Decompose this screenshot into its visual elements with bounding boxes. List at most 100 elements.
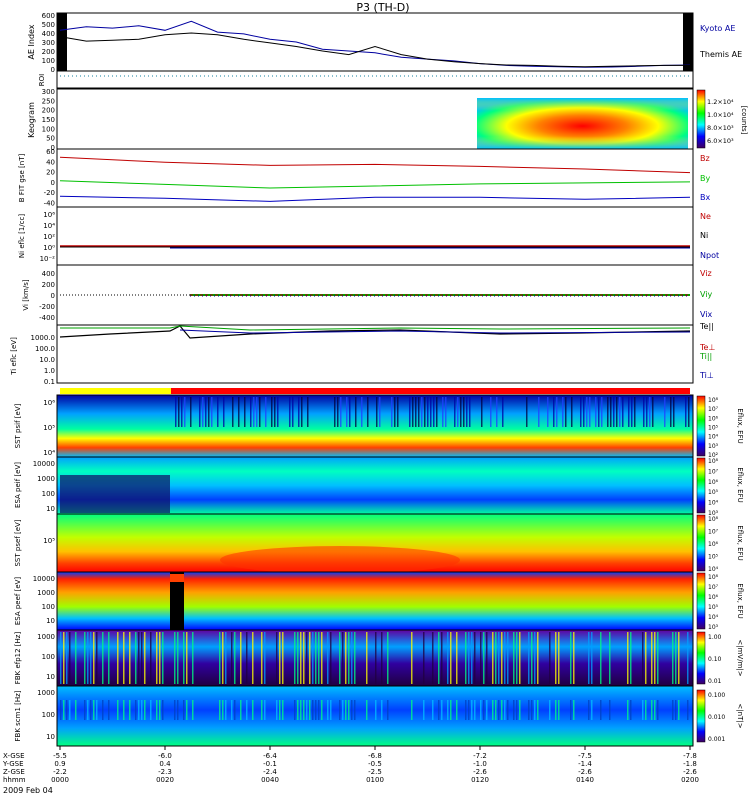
x-axis-tick-label: -0.5 [368,760,382,768]
x-axis-tick-label: -1.0 [473,760,487,768]
sst-ion-stripe [277,397,279,427]
fbk-e-stripe [297,632,299,684]
fbk-b-stripe [225,700,227,720]
temperature-panel-frame [56,324,694,384]
fbk-b-stripe [63,700,65,720]
fbk-e-stripe [135,632,137,684]
fbk-e-stripe [342,632,344,684]
fbk-e-stripe [528,632,530,684]
velocity-panel: Vi [km/s] 400 200 0 -200 -400 Viz Viy Vix [22,264,713,326]
esa-elec-cbar-label: Eflux, EFU [736,583,744,618]
fbk-e-stripe [351,632,353,684]
fbk-e-stripe [450,632,452,684]
colorbar-tick-label: 0.10 [708,656,722,663]
sst-ion-stripe [274,397,276,427]
fbk-b-stripe [75,700,77,720]
x-axis-tick-label: -2.6 [473,768,487,776]
sst-ion-stripe [613,397,615,427]
fbk-b-stripe [345,700,347,720]
keogram-ytick-label: 200 [42,107,55,115]
sst-ion-stripe [301,397,303,427]
fbk-b-stripe [381,700,383,720]
colorbar-tick-label: 10² [708,452,719,459]
sst-ion-stripe [565,397,567,427]
fbk-b-stripe [450,700,452,720]
keogram-ytick-label: 300 [42,88,55,96]
x-axis-tick-label: -7.5 [578,752,592,760]
roi-panel-frame [56,70,694,89]
fbk-e-stripe [630,632,632,684]
fbk-b-stripe [84,700,86,720]
x-axis-tick-label: 0000 [51,776,69,784]
legend-kyoto-ae: Kyoto AE [700,24,735,33]
fbk-b-stripe [342,700,344,720]
fbk-b-stripe [387,700,389,720]
fbk-b-stripe [60,700,62,720]
fbk-e-stripe [558,632,560,684]
temperature-ti-perp-line [179,329,691,334]
esa-elec-gap [170,572,184,630]
x-axis-tick-label: -6.8 [368,752,382,760]
fbk-e-stripe [219,632,221,684]
fbk-b-stripe [294,700,296,720]
legend-te-par: Te|| [699,322,714,331]
sst-ion-stripe [430,397,432,427]
sst-ion-stripe [349,397,351,427]
fbk-b-stripe [642,700,644,720]
temperature-ti-par-line [60,325,691,331]
sst-ion-stripe [253,397,255,427]
sst-ion-stripe [232,397,234,427]
fbk-e-stripe [483,632,485,684]
sst-ion-stripe [490,397,492,427]
fbk-e-stripe [549,632,551,684]
fbk-b-stripe [630,700,632,720]
fbk-e-stripe [117,632,119,684]
fbk-b-stripe [480,700,482,720]
fbk-e-stripe [492,632,494,684]
legend-npot: Npot [700,251,719,260]
fbk-b-stripe [519,700,521,720]
density-panel-frame [56,206,694,266]
ae-ytick-label: 600 [42,12,55,20]
fbk-e-stripe [294,632,296,684]
x-axis-tick-label: -1.8 [683,760,697,768]
fbk-e-stripe [480,632,482,684]
fbk-e-stripe [300,632,302,684]
fbk-b-stripe [282,700,284,720]
sst-elec-ylabel: SST psef [eV] [14,519,22,566]
fbk-e-stripe [339,632,341,684]
density-ytick-label: 10² [43,233,55,241]
x-axis-tick-label: 0140 [576,776,594,784]
fbk-b-stripe [687,700,689,720]
sst-ion-stripe [223,397,225,427]
fbk-b-stripe [231,700,233,720]
fbk-b-stripe [339,700,341,720]
sst-ion-ylabel: SST psif [eV] [14,403,22,448]
fbk-b-stripe [573,700,575,720]
spectrogram-ytick-label: 100 [42,490,55,498]
fbk-e-stripe [687,632,689,684]
fbk-e-stripe [93,632,95,684]
colorbar-tick-label: 10⁷ [708,468,719,475]
velocity-ytick-label: -200 [39,303,55,311]
fbk-b-stripe [438,700,440,720]
x-axis-tick-label: -2.4 [263,768,277,776]
density-ytick-label: 10⁶ [43,211,55,219]
keogram-colorbar [696,89,706,149]
fbk-e-stripe [441,632,443,684]
sst-ion-stripe [433,397,435,427]
sst-ion-stripe [616,397,618,427]
fbk-b-stripe [498,700,500,720]
sst-ion-stripe [436,397,438,427]
temperature-ytick-label: 10.0 [39,356,55,364]
fbk-b-stripe [87,700,89,720]
legend-ti-par: Ti|| [699,352,712,361]
colorbar-tick-label: 0.100 [708,692,725,699]
fbk-b-stripe [297,700,299,720]
fbk-b-stripe [537,700,539,720]
roi-panel: ROI [38,70,694,89]
ae-ytick-label: 300 [42,39,55,47]
ae-panel-left-bar [57,13,67,71]
esa-ion-dark-region [60,475,170,513]
